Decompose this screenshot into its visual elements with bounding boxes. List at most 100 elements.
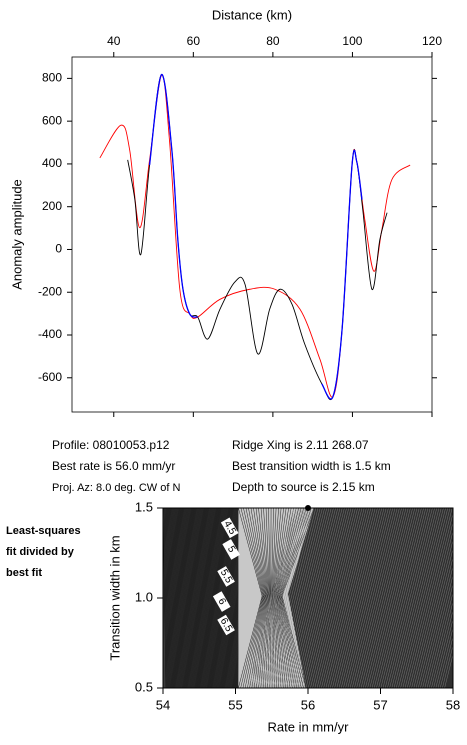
x-tick-label: 54: [156, 697, 170, 712]
contour-line: [209, 508, 214, 688]
contour-line: [338, 508, 385, 688]
plot-frame: [71, 56, 433, 413]
x-tick-label: 55: [228, 697, 242, 712]
contour-line: [167, 508, 171, 688]
contour-line: [173, 508, 178, 688]
contour-line: [281, 508, 315, 688]
contour-line: [175, 508, 180, 688]
contour-line: [269, 508, 274, 688]
contour-line: [301, 508, 347, 688]
contour-line: [343, 508, 389, 688]
contour-line: [292, 508, 338, 688]
y-tick-label: 200: [42, 199, 62, 213]
annotation: Best rate is 56.0 mm/yr: [52, 459, 175, 473]
contour-line: [312, 508, 358, 688]
contour-line: [235, 508, 240, 688]
caption: fit divided by: [6, 546, 75, 558]
contour-line: [279, 508, 304, 688]
contour-line: [398, 508, 444, 688]
contour-line: [409, 512, 453, 688]
contour-line: [367, 508, 413, 688]
contour-line: [286, 508, 332, 688]
contour-line: [352, 508, 398, 688]
contour-line: [211, 508, 216, 688]
contour-line: [172, 508, 177, 688]
contour-line: [207, 508, 211, 688]
contour-line: [247, 508, 266, 688]
contour-line: [275, 508, 321, 688]
y-tick-label: -400: [38, 327, 62, 341]
contour-field: [163, 508, 453, 688]
contour-line: [189, 508, 194, 688]
contour-label-bg: [217, 566, 235, 587]
contour-line: [261, 508, 308, 688]
contour-line: [180, 508, 184, 688]
contour-line: [382, 508, 429, 688]
contour-line: [260, 508, 270, 688]
contour-line: [267, 508, 272, 688]
contour-line: [198, 508, 203, 688]
contour-line: [171, 508, 175, 688]
contour-line: [163, 508, 168, 688]
contour-line: [253, 508, 268, 688]
contour-line: [294, 508, 341, 688]
contour-line: [341, 508, 387, 688]
contour-line: [308, 508, 354, 688]
contour-line: [199, 508, 204, 688]
y-axis-label: Anomaly amplitude: [9, 179, 24, 290]
contour-line: [279, 508, 325, 688]
contour-line: [264, 508, 310, 688]
contour-line: [288, 508, 334, 688]
contour-line: [374, 508, 420, 688]
contour-line: [210, 508, 215, 688]
contour-line: [225, 508, 230, 688]
contour-line: [297, 508, 343, 688]
caption: best fit: [6, 567, 42, 579]
contour-line: [356, 508, 402, 688]
annotation: Ridge Xing is 2.11 268.07: [232, 438, 369, 452]
x-axis-label: Rate in mm/yr: [268, 719, 350, 734]
contour-line: [424, 574, 453, 688]
contour-line: [249, 508, 266, 688]
contour-line: [205, 508, 209, 688]
x-tick-label: 120: [422, 34, 442, 48]
y-tick-label: -200: [38, 284, 62, 298]
x-tick-label: 58: [446, 697, 460, 712]
contour-label: 5: [225, 544, 238, 555]
contour-line: [275, 508, 292, 688]
contour-line: [176, 508, 181, 688]
contour-line: [407, 508, 453, 688]
contour-line: [334, 508, 380, 688]
contour-line: [303, 508, 349, 688]
annotation: Best transition width is 1.5 km: [232, 459, 391, 473]
x-axis-label: Distance (km): [212, 7, 292, 22]
contour-line: [400, 508, 446, 688]
contour-line: [174, 508, 179, 688]
contour-line: [433, 609, 453, 688]
contour-line: [227, 508, 232, 688]
contour-line: [420, 556, 453, 688]
contour-line: [396, 508, 442, 688]
contour-line: [169, 508, 173, 688]
contour-label-bg: [217, 614, 235, 636]
y-tick-label: 1.5: [135, 499, 153, 514]
contour-line: [440, 635, 453, 688]
contour-line: [391, 508, 437, 688]
caption: Least-squares: [6, 525, 81, 537]
contour-line: [444, 653, 453, 688]
contour-line: [186, 508, 191, 688]
contour-line: [234, 508, 239, 688]
contour-line: [187, 508, 192, 688]
contour-line: [268, 508, 314, 688]
contour-line: [164, 508, 169, 688]
contour-line: [242, 508, 264, 688]
contour-line: [349, 508, 396, 688]
contour-line: [188, 508, 193, 688]
contour-line: [202, 508, 207, 688]
contour-line: [182, 508, 186, 688]
contour-line: [244, 508, 265, 688]
contour-line: [314, 508, 360, 688]
contour-line: [426, 583, 453, 688]
contour-line: [345, 508, 391, 688]
contour-line: [170, 508, 174, 688]
